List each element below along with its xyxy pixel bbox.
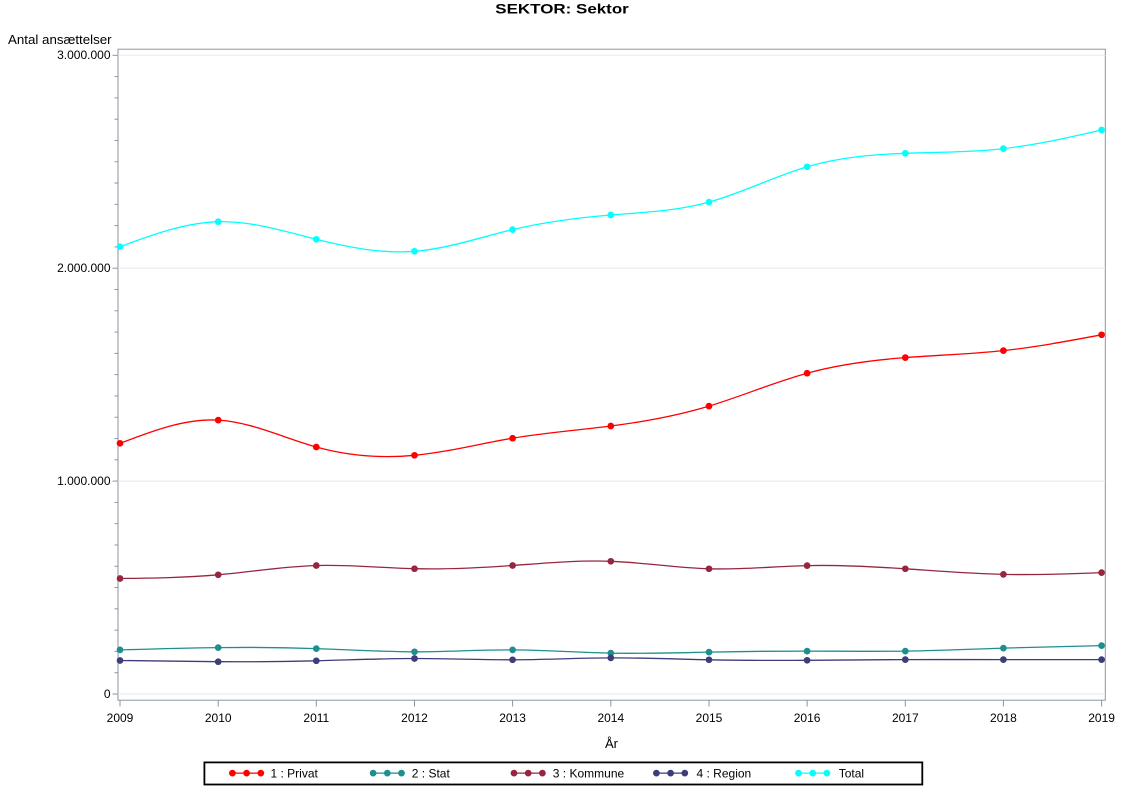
svg-text:2.000.000: 2.000.000 bbox=[57, 261, 111, 275]
svg-text:2017: 2017 bbox=[892, 711, 919, 725]
svg-text:3.000.000: 3.000.000 bbox=[57, 48, 111, 62]
svg-text:2019: 2019 bbox=[1088, 711, 1115, 725]
svg-text:1.000.000: 1.000.000 bbox=[57, 474, 111, 488]
svg-text:Total: Total bbox=[839, 766, 864, 780]
svg-text:2011: 2011 bbox=[303, 711, 329, 725]
svg-text:2010: 2010 bbox=[205, 711, 232, 725]
svg-text:2013: 2013 bbox=[499, 711, 526, 725]
svg-text:2018: 2018 bbox=[990, 711, 1017, 725]
svg-text:2015: 2015 bbox=[696, 711, 723, 725]
svg-text:2 : Stat: 2 : Stat bbox=[412, 766, 451, 780]
svg-text:SEKTOR: Sektor: SEKTOR: Sektor bbox=[495, 1, 629, 17]
svg-text:2016: 2016 bbox=[794, 711, 821, 725]
svg-text:3 : Kommune: 3 : Kommune bbox=[553, 766, 625, 780]
svg-text:År: År bbox=[605, 736, 619, 751]
svg-text:2009: 2009 bbox=[107, 711, 134, 725]
svg-text:2012: 2012 bbox=[401, 711, 428, 725]
svg-text:2014: 2014 bbox=[597, 711, 624, 725]
svg-text:4 : Region: 4 : Region bbox=[697, 766, 752, 780]
svg-text:1 : Privat: 1 : Privat bbox=[271, 766, 319, 780]
svg-text:0: 0 bbox=[104, 687, 111, 701]
svg-text:Antal ansættelser: Antal ansættelser bbox=[8, 32, 112, 47]
